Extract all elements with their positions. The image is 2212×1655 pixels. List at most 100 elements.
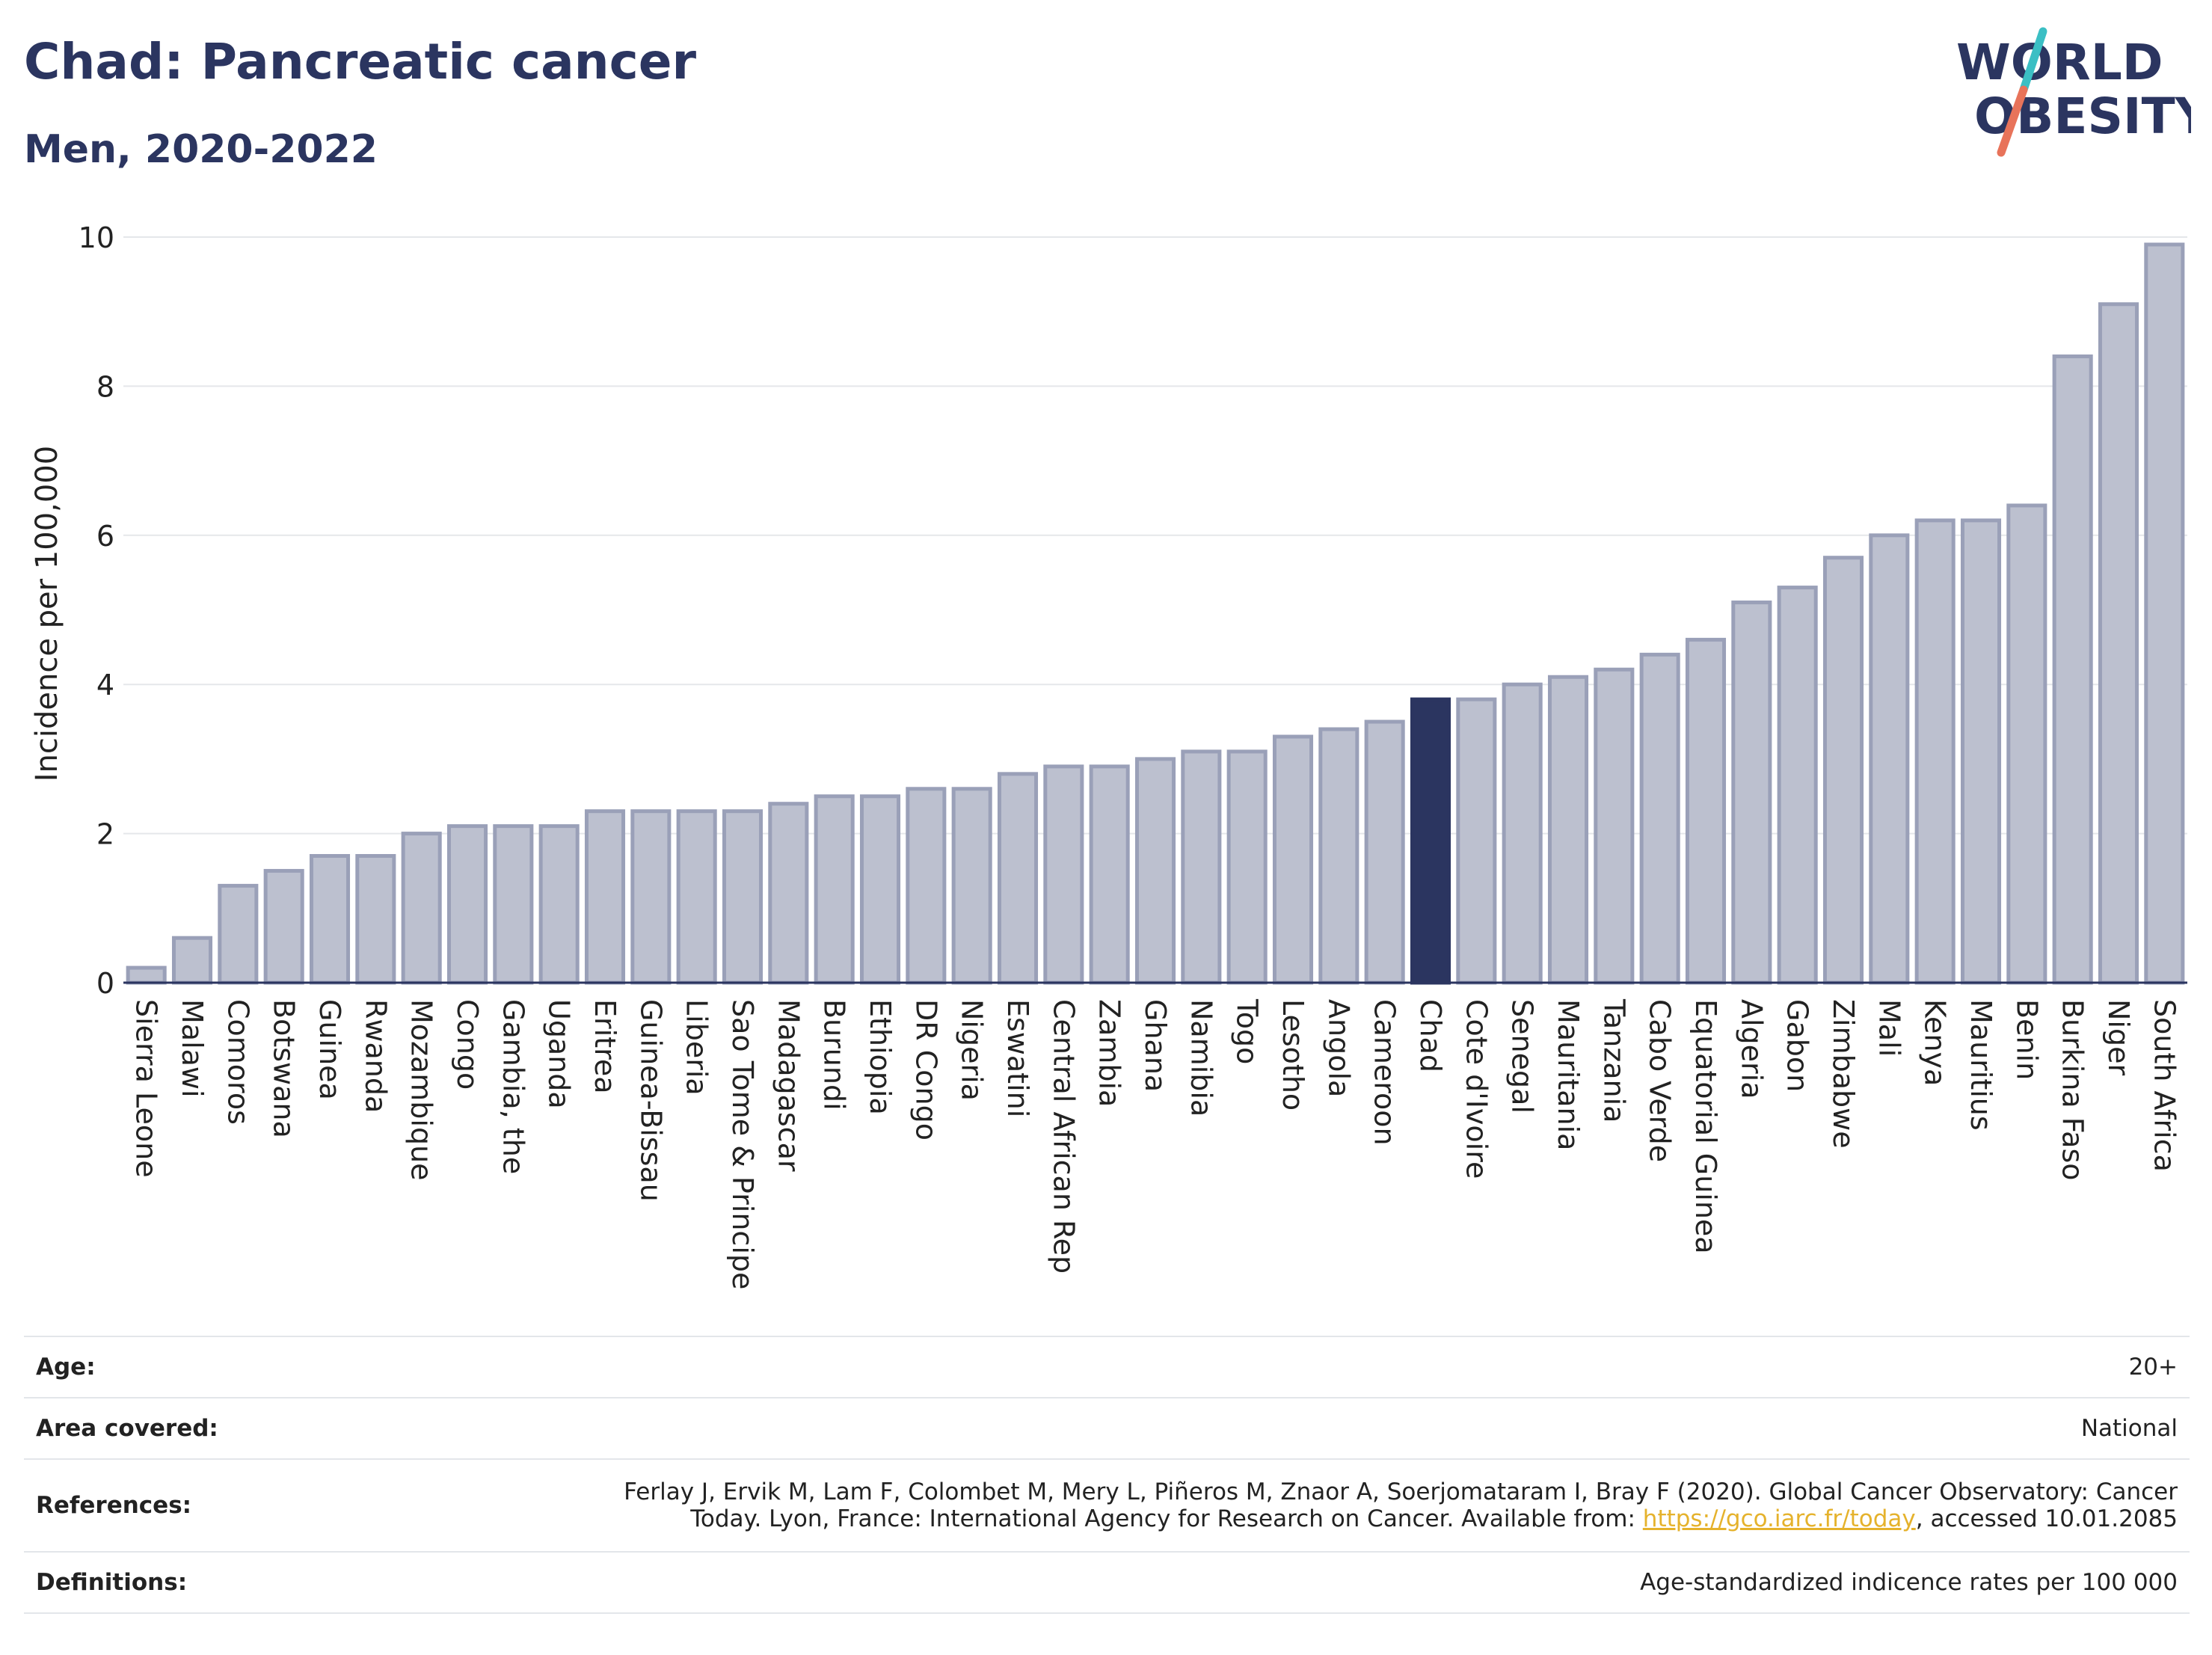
x-tick-label: Madagascar	[772, 999, 805, 1172]
info-row-age: Age: 20+	[24, 1336, 2190, 1398]
bar-botswana[interactable]	[263, 868, 304, 985]
bar-uganda[interactable]	[538, 824, 580, 985]
x-tick-label: Angola	[1322, 999, 1355, 1097]
x-tick-label: Ghana	[1139, 999, 1172, 1092]
chart-subtitle: Men, 2020-2022	[24, 127, 378, 172]
bar-burkina-faso[interactable]	[2052, 354, 2093, 985]
bar-equatorial-guinea[interactable]	[1685, 637, 1727, 985]
x-tick-label: Comoros	[221, 999, 254, 1125]
x-tick-label: Lesotho	[1276, 999, 1309, 1111]
x-tick-label: Cabo Verde	[1644, 999, 1677, 1162]
references-label: References:	[24, 1458, 497, 1553]
bar-zambia[interactable]	[1089, 764, 1130, 985]
bar-guinea[interactable]	[309, 854, 351, 985]
y-axis-ticks: 0 2 4 6 8 10	[79, 221, 114, 1000]
x-tick-label: Congo	[451, 999, 484, 1090]
bar-congo[interactable]	[446, 824, 488, 985]
bar-nigeria[interactable]	[951, 787, 992, 985]
bar-mauritius[interactable]	[1960, 518, 2002, 985]
bar-gabon[interactable]	[1777, 586, 1818, 985]
info-row-area: Area covered: National	[24, 1397, 2190, 1460]
bar-namibia[interactable]	[1181, 749, 1222, 985]
bar-ethiopia[interactable]	[859, 794, 901, 985]
x-tick-label: Sierra Leone	[130, 999, 163, 1178]
info-row-references: References: Ferlay J, Ervik M, Lam F, Co…	[24, 1458, 2190, 1553]
x-tick-label: Gambia, the	[497, 999, 529, 1174]
bar-rwanda[interactable]	[355, 854, 396, 985]
bar-kenya[interactable]	[1914, 518, 1956, 985]
bar-south-africa[interactable]	[2144, 242, 2185, 985]
bar-ghana[interactable]	[1134, 757, 1176, 985]
x-tick-label: Guinea-Bissau	[634, 999, 667, 1202]
x-tick-label: Algeria	[1735, 999, 1768, 1099]
x-tick-label: Rwanda	[359, 999, 392, 1113]
bar-burundi[interactable]	[814, 794, 855, 985]
y-tick-label: 10	[79, 221, 114, 254]
x-tick-label: Tanzania	[1597, 998, 1630, 1123]
x-tick-label: Sao Tome & Principe	[726, 999, 759, 1289]
bar-malawi[interactable]	[171, 936, 213, 985]
references-link[interactable]: https://gco.iarc.fr/today	[1642, 1505, 1916, 1532]
y-tick-label: 6	[96, 520, 114, 553]
x-tick-label: Chad	[1414, 999, 1447, 1072]
y-axis-label: Incidence per 100,000	[30, 446, 64, 782]
bar-guinea-bissau[interactable]	[630, 809, 672, 985]
bar-togo[interactable]	[1226, 749, 1268, 985]
age-label: Age:	[24, 1336, 497, 1398]
bar-eswatini[interactable]	[997, 772, 1039, 985]
x-tick-label: Uganda	[543, 999, 576, 1109]
bar-tanzania[interactable]	[1594, 667, 1635, 985]
bar-niger[interactable]	[2098, 302, 2139, 985]
bar-mozambique[interactable]	[401, 832, 442, 985]
bar-senegal[interactable]	[1502, 682, 1543, 985]
references-line2-post: , accessed 10.01.2085	[1915, 1505, 2178, 1532]
bar-algeria[interactable]	[1731, 601, 1772, 985]
bar-eritrea[interactable]	[584, 809, 626, 985]
bar-cote-d-ivoire[interactable]	[1456, 697, 1497, 985]
x-tick-label: Cameroon	[1368, 999, 1401, 1146]
x-tick-label: Malawi	[176, 999, 209, 1098]
world-obesity-logo: WORLD OBESITY	[1956, 27, 2191, 157]
bar-dr-congo[interactable]	[906, 787, 947, 985]
bar-sao-tome-principe[interactable]	[722, 809, 764, 985]
logo-text-world: WORLD	[1956, 34, 2163, 91]
y-tick-label: 2	[96, 818, 114, 851]
x-tick-label: Gabon	[1781, 999, 1814, 1092]
bar-angola[interactable]	[1318, 727, 1360, 985]
x-tick-label: Namibia	[1185, 999, 1217, 1117]
bar-benin[interactable]	[2006, 503, 2047, 985]
x-tick-label: Mali	[1872, 999, 1905, 1057]
logo-slash-top	[2019, 27, 2047, 94]
x-tick-label: Central African Rep	[1047, 999, 1080, 1274]
x-axis-ticks: Sierra Leone Malawi Comoros Botswana Guinea R…	[130, 998, 2181, 1289]
age-value: 20+	[497, 1336, 2190, 1398]
definitions-label: Definitions:	[24, 1551, 497, 1614]
bar-lesotho[interactable]	[1272, 734, 1314, 985]
bar-chad[interactable]	[1410, 697, 1451, 985]
x-tick-label: Zimbabwe	[1827, 999, 1860, 1149]
x-tick-label: Kenya	[1919, 999, 1952, 1086]
bar-mali[interactable]	[1869, 533, 1910, 985]
references-line2-pre: Today. Lyon, France: International Agenc…	[690, 1505, 1643, 1532]
bar-comoros[interactable]	[218, 883, 259, 985]
x-tick-label: Mauritania	[1552, 999, 1585, 1150]
x-tick-label: Togo	[1231, 998, 1264, 1064]
bar-cabo-verde[interactable]	[1639, 652, 1680, 985]
x-tick-label: South Africa	[2148, 999, 2181, 1172]
x-tick-label: Senegal	[1506, 999, 1539, 1114]
references-value: Ferlay J, Ervik M, Lam F, Colombet M, Me…	[497, 1458, 2190, 1553]
x-tick-label: Nigeria	[956, 999, 989, 1101]
bar-sierra-leone[interactable]	[126, 965, 167, 985]
area-value: National	[497, 1397, 2190, 1460]
bar-madagascar[interactable]	[768, 802, 809, 985]
bar-central-african-rep[interactable]	[1043, 764, 1084, 985]
bar-mauritania[interactable]	[1547, 675, 1589, 985]
bar-gambia-the[interactable]	[493, 824, 534, 985]
bar-liberia[interactable]	[676, 809, 717, 985]
x-tick-label: Mozambique	[405, 999, 438, 1181]
x-tick-label: Burkina Faso	[2056, 999, 2089, 1181]
x-tick-label: Eswatini	[1001, 999, 1034, 1117]
x-tick-label: Equatorial Guinea	[1689, 999, 1722, 1254]
bar-cameroon[interactable]	[1364, 719, 1405, 985]
bar-zimbabwe[interactable]	[1822, 556, 1864, 985]
